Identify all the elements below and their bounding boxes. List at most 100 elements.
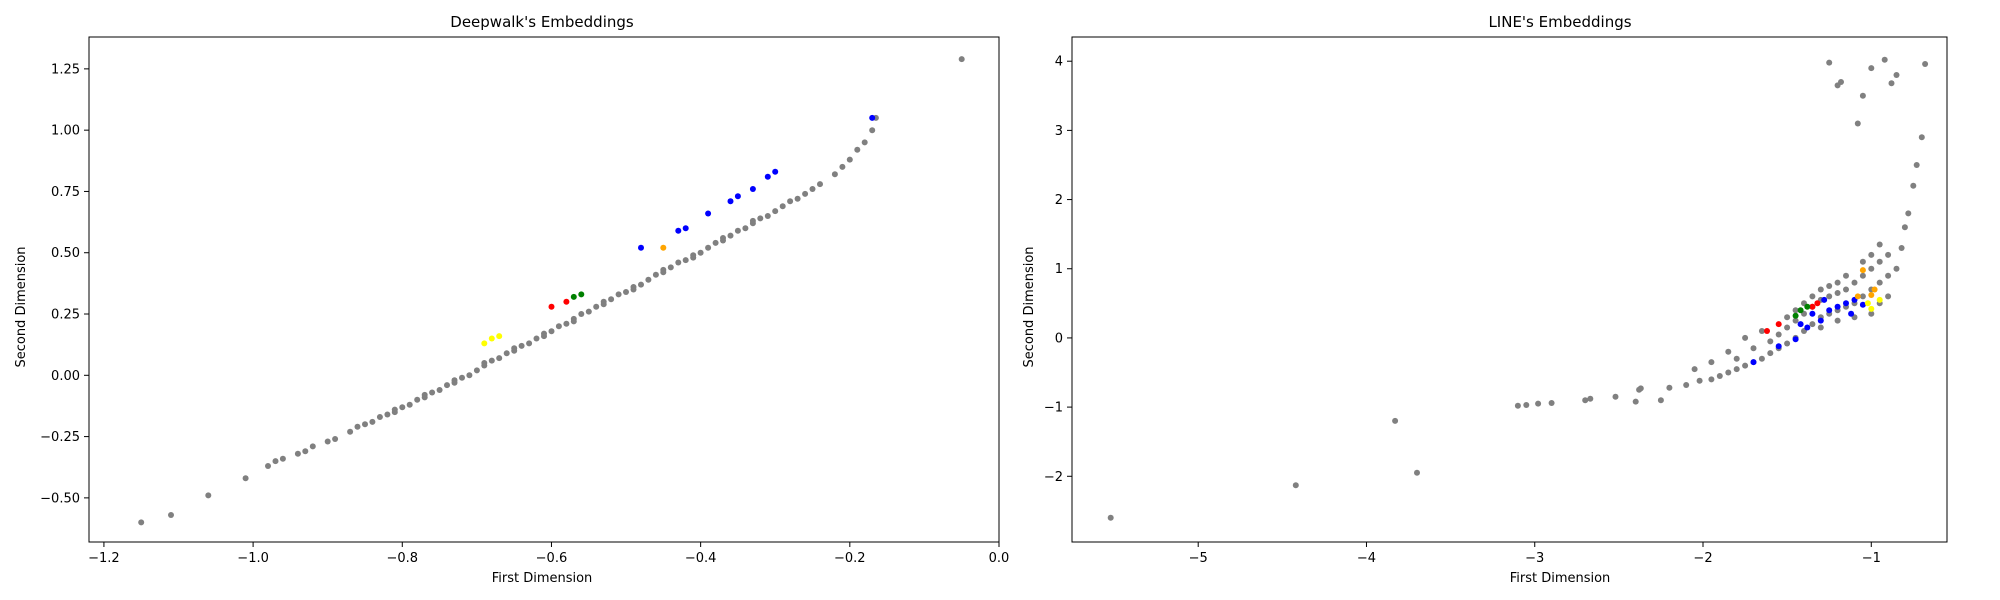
line-point	[1696, 377, 1703, 384]
deepwalk-point	[846, 156, 853, 163]
line-point	[1918, 134, 1925, 141]
line-point	[1817, 324, 1824, 331]
line-ytick-label: 0	[1055, 331, 1063, 346]
line-point	[1804, 303, 1811, 310]
deepwalk-point	[734, 193, 741, 200]
line-point	[1784, 314, 1791, 321]
line-ytick-label: 1	[1055, 262, 1063, 277]
deepwalk-point	[757, 215, 764, 222]
deepwalk-xtick-label: 0.0	[989, 551, 1010, 566]
line-point	[1587, 395, 1594, 402]
line-point	[1612, 393, 1619, 400]
deepwalk-point	[690, 254, 697, 261]
deepwalk-point	[578, 291, 585, 298]
line-point	[1548, 400, 1555, 406]
deepwalk-point	[481, 340, 488, 347]
deepwalk-point	[205, 492, 212, 499]
deepwalk-xlabel: First Dimension	[492, 571, 593, 586]
deepwalk-point	[869, 127, 876, 134]
deepwalk-point	[682, 257, 689, 264]
line-point	[1922, 61, 1929, 67]
line-point	[1758, 355, 1765, 362]
line-xtick-label: −2	[1693, 551, 1712, 566]
line-point	[1797, 307, 1804, 314]
line-point	[1792, 307, 1799, 314]
deepwalk-point	[488, 357, 495, 364]
deepwalk-point	[697, 249, 704, 256]
line-point	[1725, 348, 1732, 355]
deepwalk-point	[817, 181, 823, 188]
deepwalk-point	[399, 404, 406, 411]
deepwalk-point	[705, 244, 712, 251]
deepwalk-point	[734, 227, 741, 234]
line-xtick-label: −1	[1862, 551, 1881, 566]
line-point	[1821, 296, 1828, 303]
deepwalk-point	[324, 438, 331, 445]
deepwalk-point	[772, 168, 779, 175]
deepwalk-point	[459, 374, 465, 381]
deepwalk-point	[660, 266, 667, 273]
deepwalk-point	[839, 163, 846, 170]
line-point	[1392, 417, 1399, 424]
deepwalk-point	[802, 190, 809, 197]
line-point	[1859, 258, 1866, 265]
line-point	[1868, 292, 1875, 298]
deepwalk-point	[720, 235, 726, 241]
line-point	[1767, 338, 1774, 345]
line-point	[1913, 162, 1920, 168]
line-point	[1868, 251, 1875, 258]
deepwalk-point	[593, 303, 600, 310]
deepwalk-point	[727, 232, 734, 239]
deepwalk-point	[705, 210, 712, 217]
deepwalk-point	[473, 367, 480, 374]
deepwalk-point	[168, 512, 174, 518]
line-point	[1784, 340, 1791, 347]
line-xlabel: First Dimension	[1510, 571, 1611, 586]
deepwalk-point	[764, 213, 771, 219]
deepwalk-point	[421, 391, 428, 398]
line-point	[1292, 482, 1299, 489]
line-point	[1764, 328, 1770, 334]
deepwalk-point	[854, 146, 861, 153]
deepwalk-point	[727, 198, 734, 205]
deepwalk-point	[623, 289, 629, 295]
deepwalk-point	[869, 114, 876, 121]
deepwalk-point	[555, 323, 562, 330]
line-point	[1843, 272, 1849, 279]
line-point	[1657, 397, 1664, 404]
deepwalk-point	[675, 259, 682, 266]
line-point	[1834, 279, 1841, 286]
line-point	[1814, 300, 1821, 307]
line-point	[1784, 324, 1791, 331]
line-point	[1868, 310, 1875, 317]
deepwalk-point	[600, 298, 607, 305]
deepwalk-point	[391, 406, 398, 413]
line-axes-frame	[1071, 36, 1948, 543]
deepwalk-point	[466, 372, 473, 379]
line-point	[1910, 182, 1917, 189]
line-point	[1414, 469, 1420, 476]
line-point	[1826, 293, 1833, 300]
deepwalk-point	[354, 423, 361, 430]
deepwalk-point	[138, 519, 145, 526]
line-point	[1666, 384, 1673, 391]
deepwalk-ytick-label: 0.75	[51, 185, 80, 200]
line-point	[1868, 305, 1875, 312]
deepwalk-point	[444, 382, 450, 389]
line-point	[1809, 293, 1816, 300]
line-point	[1843, 300, 1849, 307]
line-point	[1733, 366, 1740, 373]
line-point	[1804, 324, 1811, 331]
line-point	[1716, 373, 1723, 379]
line-point	[1843, 286, 1849, 293]
deepwalk-point	[712, 239, 719, 246]
deepwalk-point	[585, 308, 592, 315]
line-point	[1691, 366, 1698, 373]
deepwalk-point	[369, 418, 376, 425]
line-point	[1859, 301, 1866, 308]
deepwalk-points	[138, 56, 965, 526]
deepwalk-xtick-label: −1.0	[237, 551, 269, 566]
deepwalk-xtick-label: −0.2	[834, 551, 866, 566]
